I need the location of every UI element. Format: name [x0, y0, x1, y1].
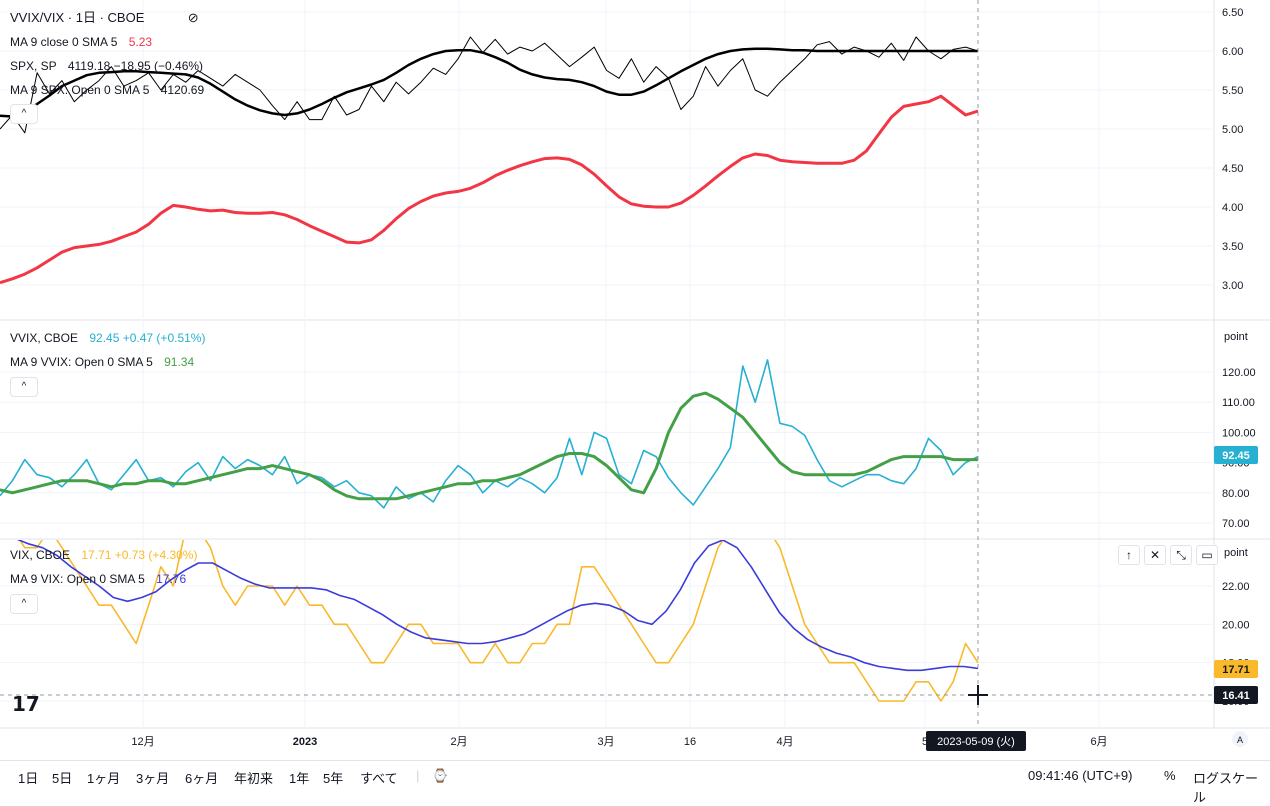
ma-legend: MA 9 close 0 SMA 5 5.23: [10, 34, 152, 50]
separator: |: [416, 768, 420, 783]
vvix-ma-legend-value: 91.34: [164, 355, 195, 369]
range-6m-button[interactable]: 6ヶ月: [185, 771, 219, 786]
y-tick-label: 80.00: [1222, 488, 1250, 500]
vvix-last-badge-bg: [1214, 446, 1258, 464]
y-tick-label: 4.00: [1222, 202, 1243, 214]
x-tick-label: 4月: [776, 736, 793, 748]
eye-off-icon[interactable]: ⊘: [187, 10, 199, 25]
vvix-legend-label: VVIX, CBOE: [10, 331, 79, 345]
collapse-main-legend-button[interactable]: ^: [10, 104, 38, 124]
spx-legend: SPX, SP 4119.18 −18.95 (−0.46%): [10, 58, 203, 74]
series-line-ma-9-vvix-open-0-sma-5: [0, 391, 978, 501]
auto-scale-button: [1232, 731, 1248, 747]
vvix-last-badge: 92.45: [1222, 450, 1250, 462]
x-tick-label: 6月: [1090, 736, 1107, 748]
x-tick-label: 3月: [597, 736, 614, 748]
vix-unit-label: point: [1224, 547, 1248, 559]
vix-last-badge-bg: [1214, 660, 1258, 678]
y-tick-label: 6.50: [1222, 7, 1243, 19]
auto-scale-icon: A: [1237, 735, 1243, 745]
crosshair-date-label: 2023-05-09 (火): [937, 736, 1015, 748]
vix-legend-label: VIX, CBOE: [10, 548, 71, 562]
y-tick-label: 5.50: [1222, 85, 1243, 97]
vix-legend: VIX, CBOE 17.71 +0.73 (+4.30%): [10, 547, 197, 563]
pane-controls: ↑ ✕ ⤡ ▭: [1118, 545, 1218, 565]
vvix-legend-values: 92.45 +0.47 (+0.51%): [89, 331, 206, 345]
vix-legend-values: 17.71 +0.73 (+4.30%): [81, 548, 198, 562]
bottom-toolbar: 1日 5日 1ヶ月 3ヶ月 6ヶ月 年初来 1年 5年 すべて | ⌚ 09:4…: [0, 760, 1270, 805]
move-pane-up-icon[interactable]: ↑: [1118, 545, 1140, 565]
x-tick-label: 2023: [293, 736, 317, 748]
spx-legend-label: SPX, SP: [10, 59, 57, 73]
vix-last-badge: 17.71: [1222, 664, 1250, 676]
range-1m-button[interactable]: 1ヶ月: [87, 771, 121, 786]
vix-ma-legend-label: MA 9 VIX: Open 0 SMA 5: [10, 572, 145, 586]
range-3m-button[interactable]: 3ヶ月: [136, 771, 170, 786]
x-tick-label: 16: [684, 736, 696, 748]
y-tick-label: 100.00: [1222, 427, 1256, 439]
tradingview-logo-icon[interactable]: 17: [12, 692, 40, 716]
date-range-icon[interactable]: ⌚: [432, 768, 449, 783]
series-line-ma-9-vix-open-0-sma-5: [16, 540, 979, 672]
close-pane-icon[interactable]: ✕: [1144, 545, 1166, 565]
range-1d-button[interactable]: 1日: [18, 771, 39, 786]
range-5y-button[interactable]: 5年: [323, 771, 344, 786]
main-title-legend: VVIX/VIX · 1日 · CBOE ⊘: [10, 10, 199, 26]
y-tick-label: 4.50: [1222, 163, 1243, 175]
main-title: VVIX/VIX · 1日 · CBOE: [10, 10, 145, 25]
y-tick-label: 5.00: [1222, 124, 1243, 136]
collapse-vvix-legend-button[interactable]: ^: [10, 377, 38, 397]
crosshair-price-badge: 16.41: [1222, 690, 1250, 702]
range-ytd-button[interactable]: 年初来: [234, 771, 274, 786]
clock[interactable]: 09:41:46 (UTC+9): [1028, 768, 1133, 783]
chart-canvas[interactable]: 3.00 3.50 4.00 4.50 5.00 5.50 6.00 6.50 70.00 80.…: [0, 0, 1270, 760]
collapse-vix-legend-button[interactable]: ^: [10, 594, 38, 614]
ma-spx-legend: MA 9 SPX: Open 0 SMA 5 4120.69: [10, 82, 204, 98]
range-5d-button[interactable]: 5日: [52, 771, 73, 786]
ma-legend-value: 5.23: [128, 35, 153, 49]
y-tick-label: 70.00: [1222, 518, 1250, 530]
y-tick-label: 22.00: [1222, 581, 1250, 593]
series-line-ma-9-spx-open-0-sma-5: [0, 47, 978, 118]
vix-ma-legend-value: 17.76: [156, 572, 187, 586]
log-scale-toggle[interactable]: ログスケール: [1193, 771, 1259, 805]
range-all-button[interactable]: すべて: [360, 771, 398, 786]
y-tick-label: 6.00: [1222, 46, 1243, 58]
ma-spx-legend-value: 4120.69: [160, 83, 205, 97]
ma-legend-label: MA 9 close 0 SMA 5: [10, 35, 118, 49]
maximize-pane-icon[interactable]: ▭: [1196, 545, 1218, 565]
series-line-vix-cboe: [18, 540, 979, 702]
vvix-legend: VVIX, CBOE 92.45 +0.47 (+0.51%): [10, 330, 205, 346]
vvix-unit-label: point: [1224, 331, 1248, 343]
spx-legend-values: 4119.18 −18.95 (−0.46%): [67, 59, 204, 73]
ma-spx-legend-label: MA 9 SPX: Open 0 SMA 5: [10, 83, 150, 97]
range-1y-button[interactable]: 1年: [289, 771, 310, 786]
x-tick-label: 2月: [450, 736, 467, 748]
x-tick-label: 5: [922, 736, 928, 748]
y-tick-label: 20.00: [1222, 619, 1250, 631]
crosshair-price-badge-bg: [1214, 686, 1258, 704]
series-line-vvix-cboe: [0, 359, 979, 509]
vvix-ma-legend-label: MA 9 VVIX: Open 0 SMA 5: [10, 355, 153, 369]
vvix-ma-legend: MA 9 VVIX: Open 0 SMA 5 91.34: [10, 354, 194, 370]
crosshair-cursor-icon: [968, 685, 988, 705]
series-line-vvix-vix: [0, 36, 979, 134]
crosshair-date-bg: [926, 731, 1026, 751]
vix-ma-legend: MA 9 VIX: Open 0 SMA 5 17.76: [10, 571, 186, 587]
x-tick-label: 12月: [131, 736, 154, 748]
y-tick-label: 3.50: [1222, 241, 1243, 253]
percent-toggle[interactable]: %: [1164, 768, 1176, 783]
y-tick-label: 3.00: [1222, 280, 1243, 292]
collapse-pane-icon[interactable]: ⤡: [1170, 545, 1192, 565]
y-tick-label: 110.00: [1222, 397, 1255, 409]
y-tick-label: 120.00: [1222, 367, 1256, 379]
series-line-ma-9-close-0-sma-5: [0, 94, 979, 285]
